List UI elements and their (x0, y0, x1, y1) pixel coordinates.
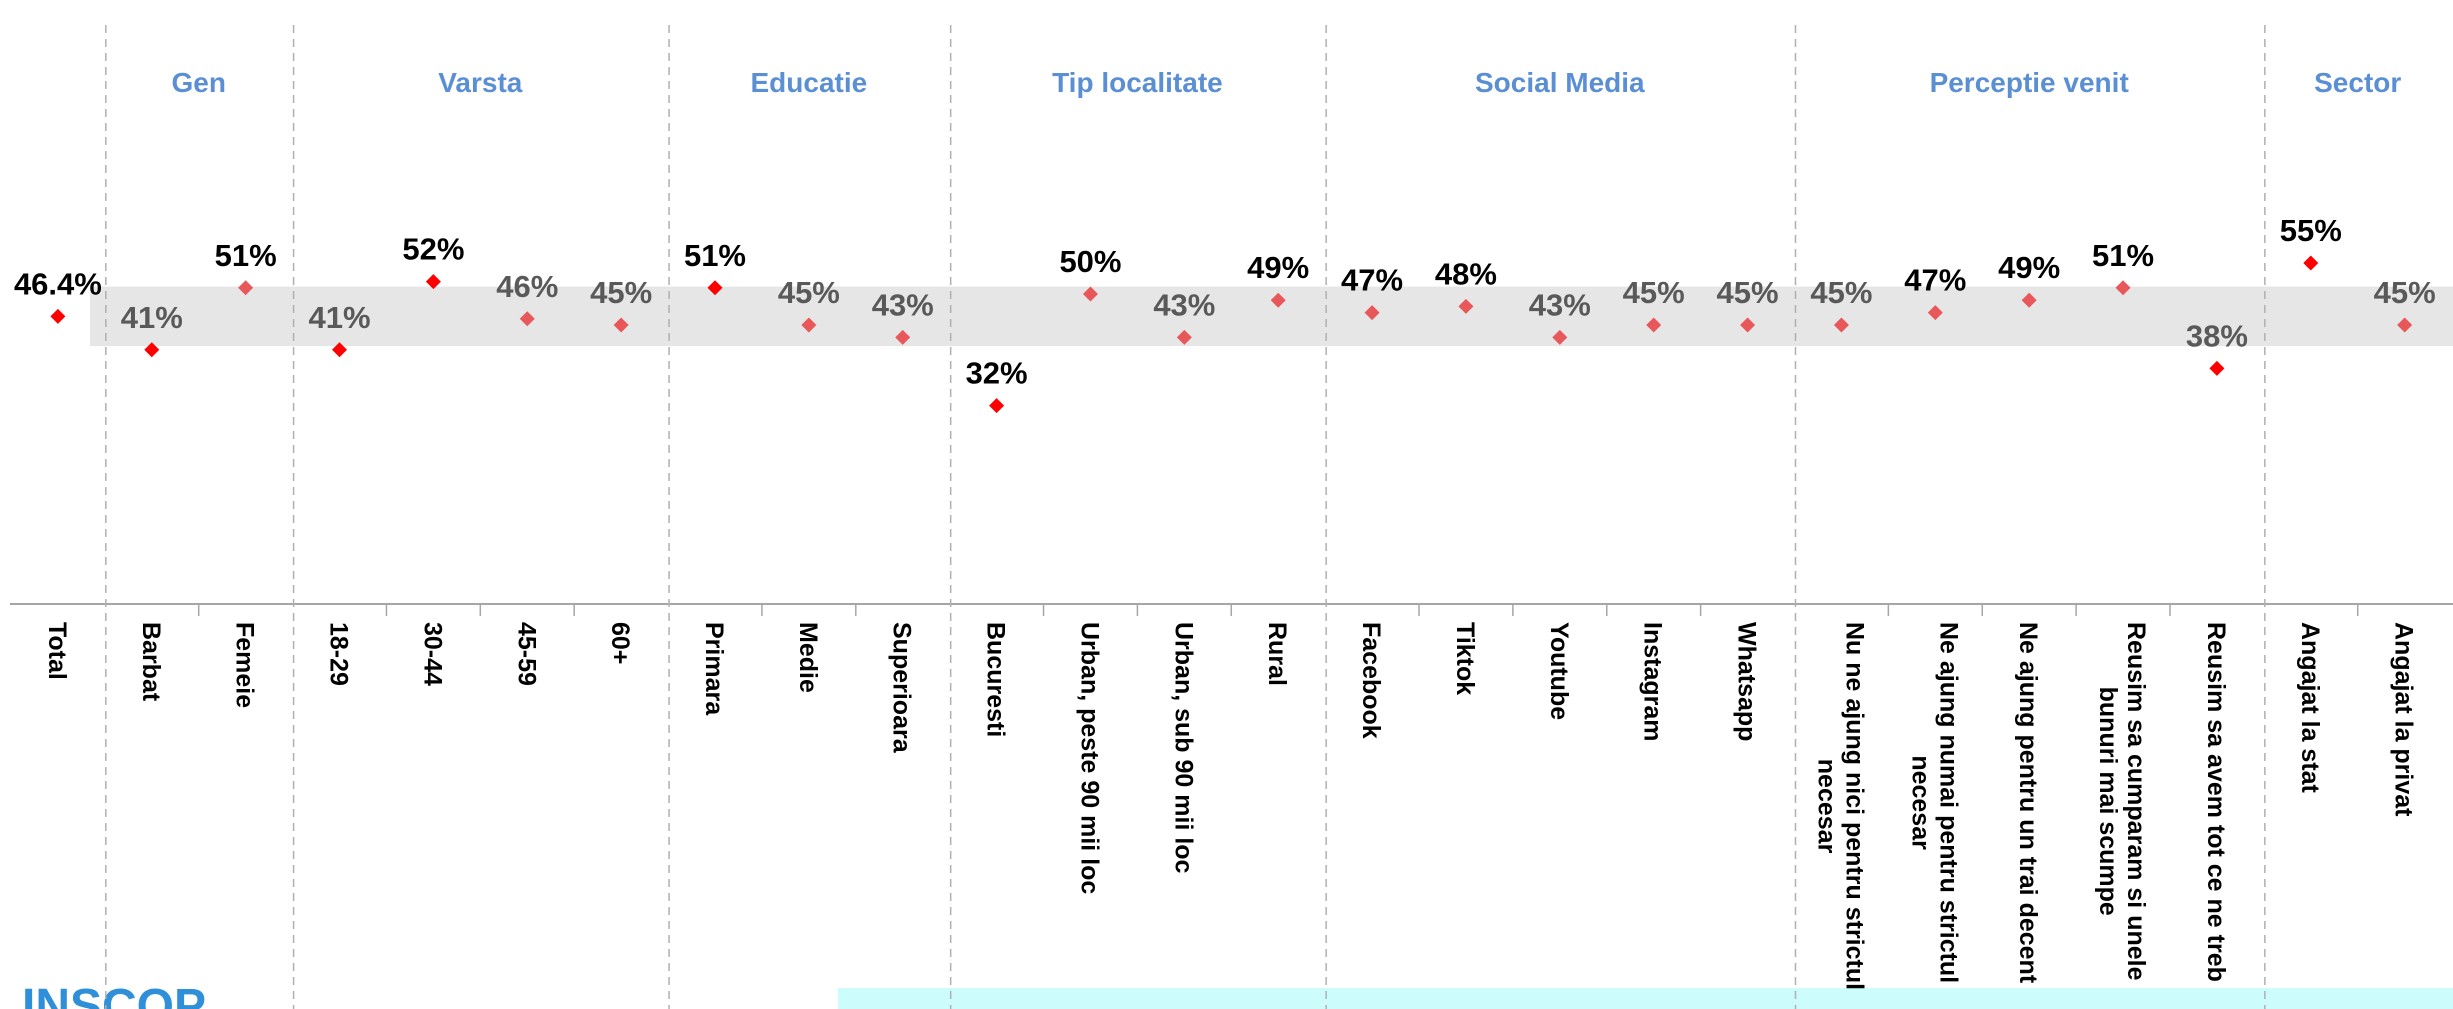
group-title: Tip localitate (1052, 67, 1223, 98)
marker (2209, 360, 2225, 376)
value-label: 32% (966, 356, 1028, 391)
x-tick-label: Primara (700, 622, 728, 716)
value-label: 52% (402, 232, 464, 267)
x-tick-label: Youtube (1545, 622, 1573, 720)
marker (1833, 317, 1849, 333)
x-tick-label: Medie (794, 622, 822, 693)
x-tick-label: 30-44 (418, 622, 446, 686)
x-tick-label: Reusim sa cumparam si unelebunuri mai sc… (2094, 622, 2150, 981)
marker (1176, 329, 1192, 345)
value-label: 55% (2280, 213, 2342, 248)
x-tick-label: Nu ne ajung nici pentru strictulnecesar (1812, 622, 1868, 990)
value-label: 46.4% (14, 266, 102, 301)
marker (1364, 305, 1380, 321)
x-tick-label: Urban, sub 90 mii loc (1169, 622, 1197, 874)
value-label: 45% (590, 275, 652, 310)
x-tick-label: Angajat la privat (2390, 622, 2418, 817)
x-tick-label: Ne ajung pentru un trai decent (2014, 622, 2042, 984)
value-label: 49% (1998, 250, 2060, 285)
group-title: Perceptie venit (1930, 67, 2129, 98)
marker (1458, 298, 1474, 314)
x-tick-label: Reusim sa avem tot ce ne treb (2202, 622, 2230, 982)
group-title: Educatie (751, 67, 868, 98)
value-label: 47% (1904, 263, 1966, 298)
x-tick-label: Barbat (137, 622, 165, 702)
value-label: 46% (496, 269, 558, 304)
x-tick-label: Urban, peste 90 mii loc (1075, 622, 1103, 894)
marker (613, 317, 629, 333)
x-tick-label: Tiktok (1451, 622, 1479, 695)
marker (801, 317, 817, 333)
group-title: Social Media (1475, 67, 1645, 98)
value-label: 45% (778, 275, 840, 310)
marker (2397, 317, 2413, 333)
marker (895, 329, 911, 345)
marker (1552, 329, 1568, 345)
x-tick-label: Total (43, 622, 71, 680)
marker (2115, 280, 2131, 296)
value-label: 41% (121, 300, 183, 335)
marker (1082, 286, 1098, 302)
value-label: 45% (1623, 275, 1685, 310)
x-tick-label: Superioara (888, 622, 916, 754)
marker (50, 308, 66, 324)
group-title: Varsta (438, 67, 522, 98)
x-tick-label: Instagram (1639, 622, 1667, 741)
marker (332, 342, 348, 358)
value-label: 48% (1435, 256, 1497, 291)
x-tick-label: Whatsapp (1733, 622, 1761, 741)
x-tick-label: Ne ajung numai pentru strictulnecesar (1906, 622, 1962, 983)
x-tick-label: Bucuresti (982, 622, 1010, 737)
x-tick-label: Rural (1263, 622, 1291, 686)
logo: INSCOP (22, 980, 206, 1009)
value-label: 43% (1529, 287, 1591, 322)
value-label: 49% (1247, 250, 1309, 285)
x-tick-label: 60+ (606, 622, 634, 664)
marker (238, 280, 254, 296)
marker (425, 274, 441, 290)
value-label: 45% (2374, 275, 2436, 310)
marker (144, 342, 160, 358)
value-label: 47% (1341, 263, 1403, 298)
marker (989, 398, 1005, 414)
marker (519, 311, 535, 327)
value-label: 51% (2092, 238, 2154, 273)
value-label: 45% (1810, 275, 1872, 310)
value-label: 43% (1153, 287, 1215, 322)
value-label: 45% (1717, 275, 1779, 310)
marker (1270, 292, 1286, 308)
value-label: 50% (1059, 244, 1121, 279)
marker (1646, 317, 1662, 333)
value-label: 41% (308, 300, 370, 335)
footer-bar (838, 988, 2453, 1009)
marker (707, 280, 723, 296)
group-title: Sector (2314, 67, 2401, 98)
x-tick-label: 45-59 (512, 622, 540, 686)
reference-band (90, 286, 2453, 347)
marker (1927, 305, 1943, 321)
value-label: 43% (872, 287, 934, 322)
value-label: 51% (215, 238, 277, 273)
x-tick-label: 18-29 (325, 622, 353, 686)
value-label: 38% (2186, 318, 2248, 353)
marker (2021, 292, 2037, 308)
x-tick-label: Facebook (1357, 622, 1385, 739)
value-label: 51% (684, 238, 746, 273)
group-title: Gen (171, 67, 225, 98)
x-tick-label: Femeie (231, 622, 259, 708)
x-tick-label: Angajat la stat (2296, 622, 2324, 794)
marker (1740, 317, 1756, 333)
marker (2303, 255, 2319, 271)
